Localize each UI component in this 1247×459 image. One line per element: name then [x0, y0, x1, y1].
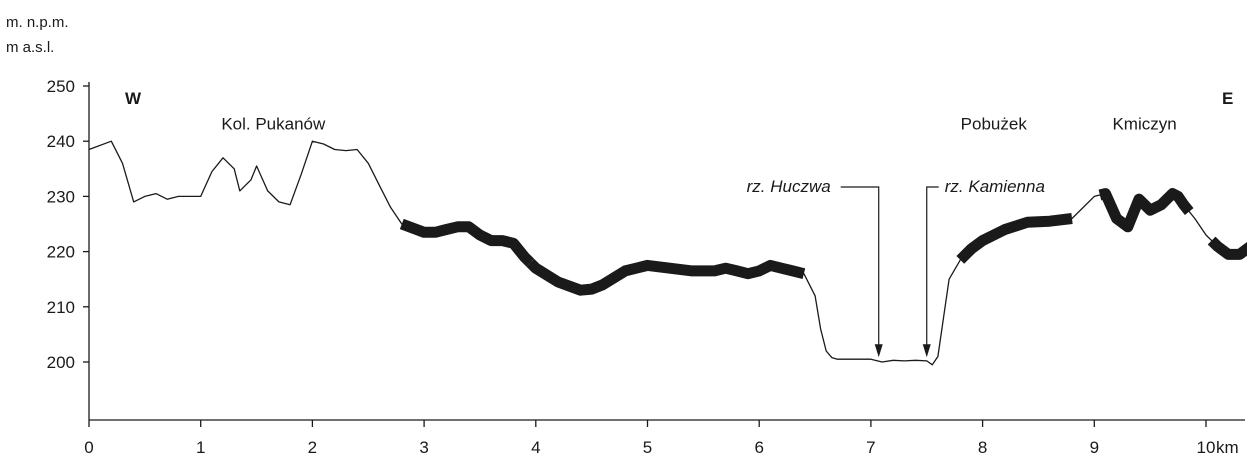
profile-line: [88, 140, 1247, 366]
unit-label-en: m a.s.l.: [6, 39, 54, 56]
x-tick-label: 6: [754, 438, 763, 457]
x-tick-label: 0: [84, 438, 93, 457]
x-tick-label: 8: [978, 438, 987, 457]
thick-segment: [526, 258, 806, 296]
x-tick-label: 1: [196, 438, 205, 457]
place-label: Kmiczyn: [1112, 115, 1176, 134]
x-tick-label: 5: [643, 438, 652, 457]
x-ticks: 0 1 2 3 4 5 6 7 8 9 10 km: [84, 420, 1239, 457]
x-tick-label: 10: [1197, 438, 1216, 457]
direction-label-west: W: [125, 89, 142, 108]
thick-segments: [399, 188, 1247, 296]
x-tick-label: 2: [308, 438, 317, 457]
river-arrow-line: [926, 186, 939, 346]
river-arrow-head: [874, 344, 883, 358]
river-annotations: rz. Huczwa rz. Kamienna: [747, 177, 1045, 358]
y-ticks: 200 210 220 230 240 250: [47, 77, 89, 372]
thick-segment: [1207, 236, 1247, 260]
x-tick-label: 4: [531, 438, 540, 457]
x-unit-label: km: [1216, 438, 1239, 457]
unit-label-pl: m. n.p.m.: [6, 14, 69, 31]
y-tick-label: 220: [47, 243, 75, 262]
river-label: rz. Kamienna: [945, 177, 1045, 196]
y-tick-label: 210: [47, 298, 75, 317]
x-tick-label: 9: [1090, 438, 1099, 457]
river-label: rz. Huczwa: [747, 177, 831, 196]
place-label: Kol. Pukanów: [221, 115, 326, 134]
x-tick-label: 3: [419, 438, 428, 457]
y-tick-label: 230: [47, 187, 75, 206]
thick-segment: [1098, 188, 1194, 233]
thick-segment: [956, 213, 1073, 264]
river-arrow-head: [922, 344, 931, 358]
y-tick-label: 250: [47, 77, 75, 96]
direction-label-east: E: [1222, 89, 1233, 108]
place-labels: Kol. Pukanów Pobużek Kmiczyn: [221, 115, 1176, 134]
place-label: Pobużek: [961, 115, 1028, 134]
y-tick-label: 200: [47, 353, 75, 372]
y-tick-label: 240: [47, 132, 75, 151]
x-tick-label: 7: [866, 438, 875, 457]
river-arrow-line: [840, 186, 880, 346]
thick-segment: [399, 218, 535, 267]
